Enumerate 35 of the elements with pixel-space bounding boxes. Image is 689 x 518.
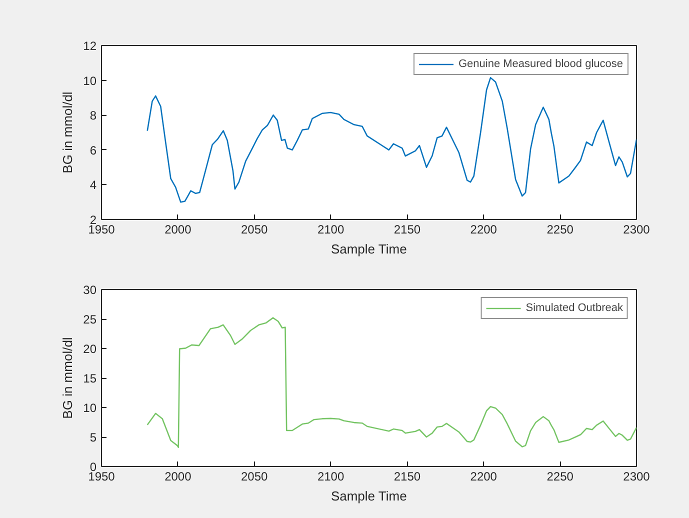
y-tick-label: 10	[83, 401, 97, 415]
y-axis-title: BG in mmol/dl	[60, 92, 76, 174]
y-tick-label: 6	[90, 143, 97, 158]
line-series	[146, 317, 636, 448]
x-tick-label: 2300	[623, 470, 650, 484]
y-tick-label: 15	[83, 372, 97, 386]
x-tick-label: 2200	[470, 222, 498, 236]
y-tick-label: 20	[83, 342, 97, 356]
x-tick-label: 2250	[546, 222, 574, 236]
x-tick-label: 2300	[623, 222, 650, 236]
y-axis-title: BG in mmol/dl	[60, 337, 76, 419]
x-tick-label: 2150	[394, 222, 421, 236]
x-tick-label: 1950	[88, 222, 116, 236]
x-tick-label: 2100	[317, 470, 344, 484]
x-tick-label: 2000	[164, 470, 192, 484]
x-tick-label: 2050	[241, 470, 268, 484]
x-tick-label: 2100	[317, 222, 344, 236]
x-tick-label: 2050	[241, 222, 268, 236]
x-tick-label: 2200	[470, 470, 498, 484]
y-tick-label: 25	[83, 312, 97, 326]
legend-label: Genuine Measured blood glucose	[458, 58, 623, 70]
y-tick-label: 8	[90, 108, 97, 123]
legend-label: Simulated Outbreak	[526, 302, 623, 314]
y-tick-label: 30	[83, 283, 97, 297]
y-tick-label: 5	[90, 430, 97, 444]
line-series	[146, 77, 636, 203]
x-tick-label: 1950	[88, 470, 116, 484]
x-tick-label: 2150	[394, 470, 421, 484]
x-tick-label: 2250	[546, 470, 574, 484]
y-tick-label: 12	[83, 39, 97, 53]
x-tick-label: 2000	[164, 222, 192, 236]
y-tick-label: 10	[83, 74, 97, 88]
y-tick-label: 4	[90, 178, 97, 192]
x-axis-title: Sample Time	[330, 242, 407, 256]
x-axis-title: Sample Time	[330, 488, 407, 504]
